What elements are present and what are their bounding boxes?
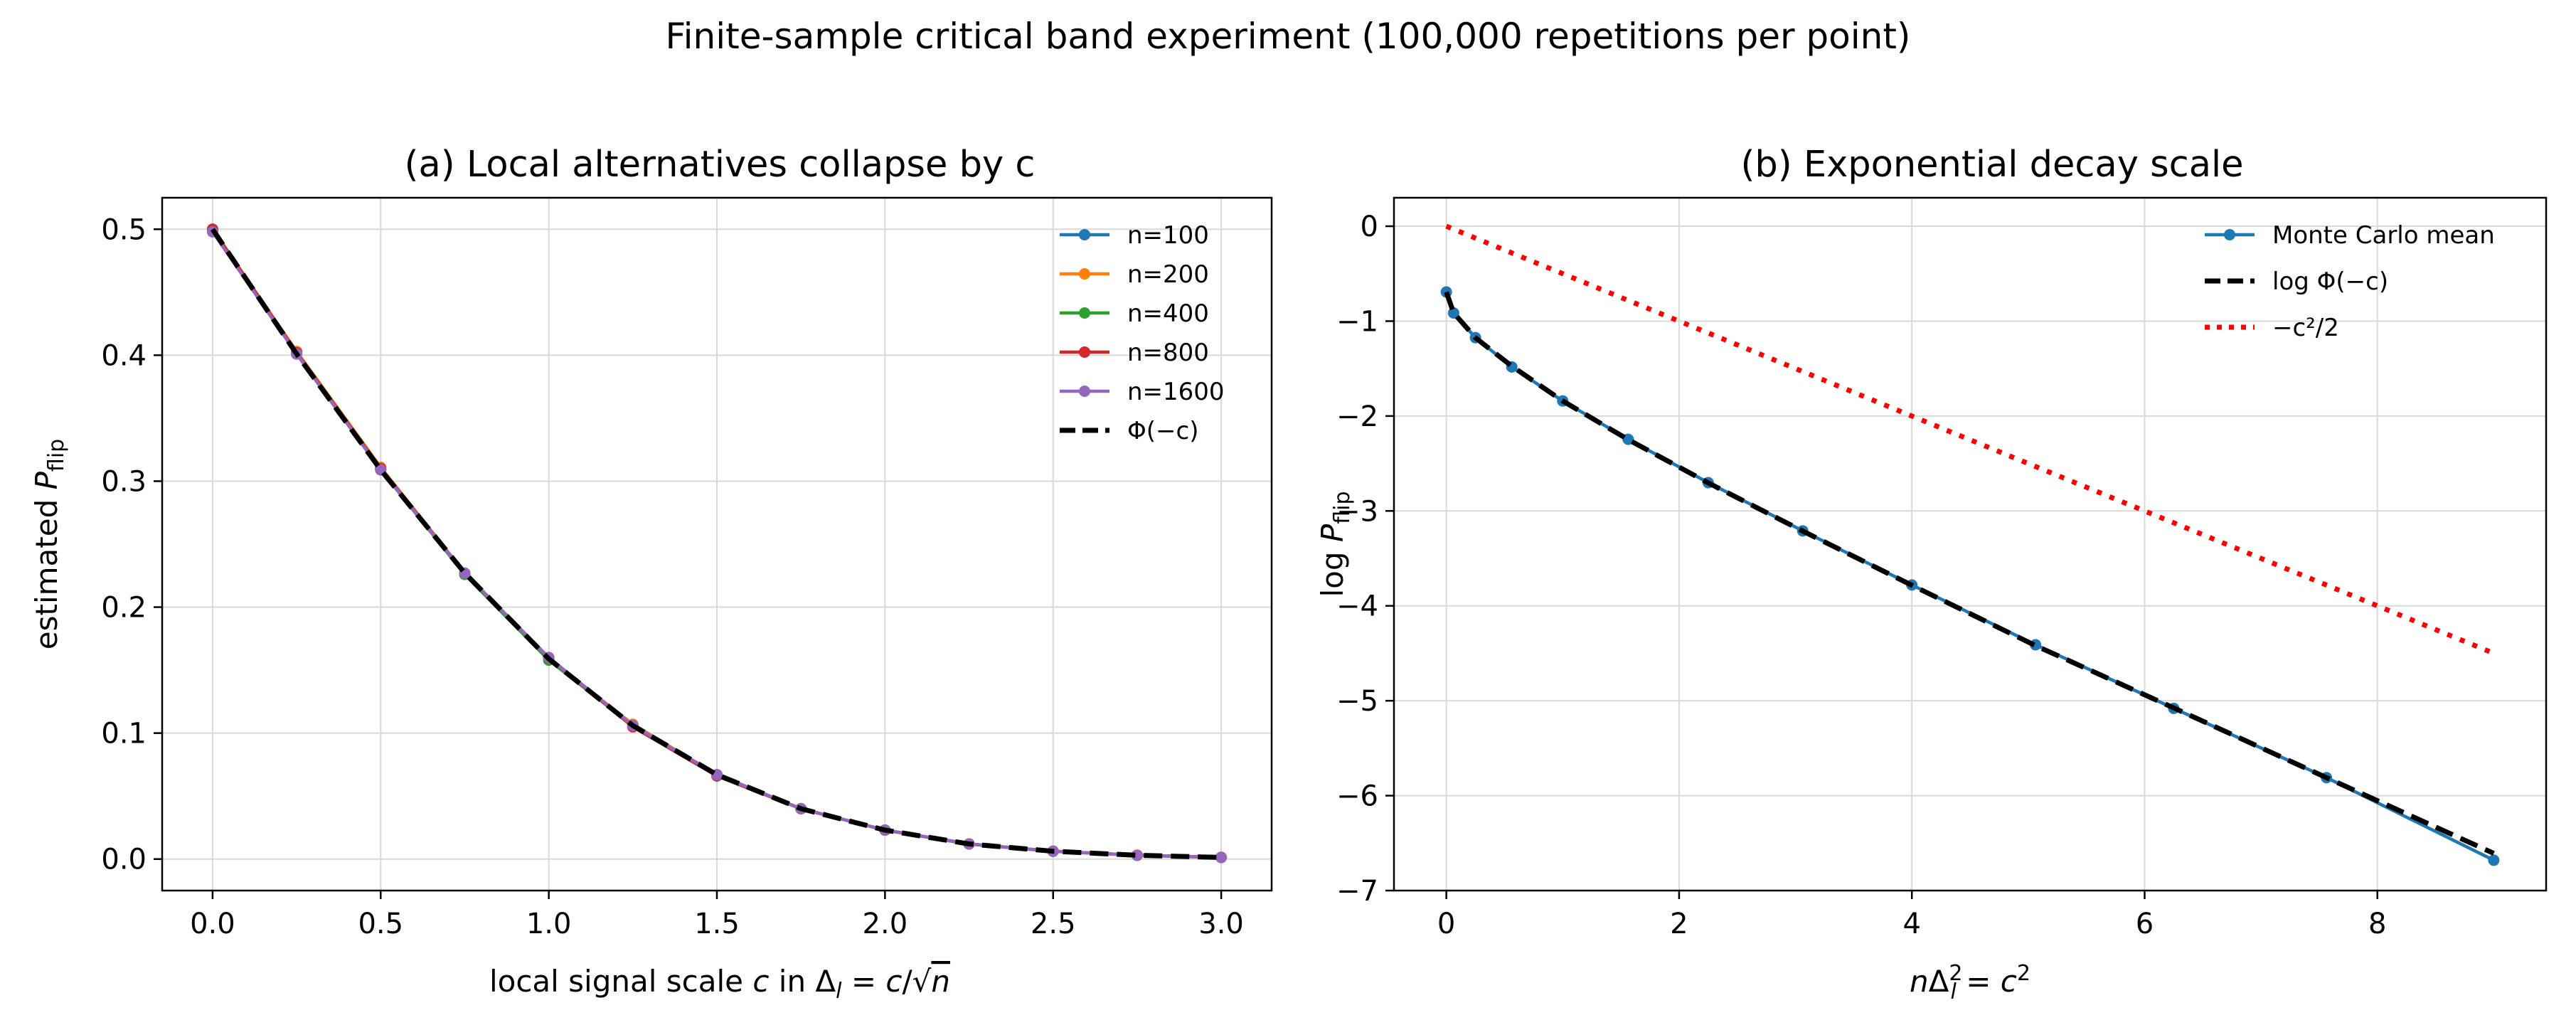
data-point <box>1215 851 1228 864</box>
panel-b-ylabel: log Pflip <box>1315 492 1355 598</box>
x-tick-label: 4 <box>1902 908 1920 940</box>
series-line-theory <box>210 228 1222 860</box>
y-tick-label: −3 <box>1336 495 1378 528</box>
y-tick-label: −7 <box>1336 875 1378 908</box>
data-point <box>1447 307 1459 319</box>
y-tick-label: 0.2 <box>101 592 147 625</box>
legend-marker <box>1079 268 1090 280</box>
panel-b-ticks: 0 2 4 6 8 0 −1 −2 −3 −4 −5 −6 −7 <box>1336 211 2386 940</box>
x-tick-label: 2.5 <box>1031 908 1076 940</box>
panel-b-xlabel: nΔ2 l = c2 <box>1910 961 2031 1004</box>
x-tick-label: 8 <box>2368 908 2386 940</box>
x-tick-label: 0.0 <box>190 908 235 940</box>
data-point <box>2488 854 2500 866</box>
series-line-theory <box>1444 291 2495 856</box>
legend-marker <box>1079 346 1090 358</box>
legend-label: Monte Carlo mean <box>2272 221 2495 250</box>
panel-a-grid <box>162 198 1272 891</box>
x-tick-label: 6 <box>2136 908 2154 940</box>
panel-b-legend: Monte Carlo mean log Φ(−c) −c²/2 <box>2205 221 2495 342</box>
panel-a-series <box>206 223 1228 864</box>
x-tick-label: 0.5 <box>358 908 403 940</box>
y-tick-label: 0.0 <box>101 844 147 876</box>
legend-marker <box>1079 386 1090 397</box>
legend-marker <box>2224 229 2235 240</box>
series-line-n100 <box>1444 291 2495 862</box>
y-tick-label: 0.3 <box>101 465 147 498</box>
y-tick-label: 0 <box>1361 211 1378 243</box>
x-tick-label: 1.5 <box>694 908 740 940</box>
legend-label: n=400 <box>1127 299 1209 328</box>
legend-label: Φ(−c) <box>1127 417 1198 445</box>
y-tick-label: 0.5 <box>101 213 147 246</box>
y-tick-label: −5 <box>1336 685 1378 718</box>
panel-a-local-alternatives: (a) Local alternatives collapse by c 0.0… <box>29 144 1273 1004</box>
data-point <box>1131 849 1143 861</box>
panel-a-ticks: 0.0 0.5 1.0 1.5 2.0 2.5 3.0 0.0 0.1 0.2 0.3 0.4 0.5 <box>101 213 1244 940</box>
legend-label: log Φ(−c) <box>2272 267 2388 296</box>
x-tick-label: 1.0 <box>526 908 572 940</box>
x-tick-label: 2 <box>1670 908 1688 940</box>
panel-b-exponential-decay: (b) Exponential decay scale 0 2 4 6 8 0 −1 −2 −3… <box>1315 144 2548 1004</box>
data-point <box>1622 433 1634 445</box>
y-tick-label: 0.1 <box>101 718 147 750</box>
panel-a-legend: n=100 n=200 n=400 n=800 n=1600 Φ(−c) <box>1060 221 1225 445</box>
legend-label: −c²/2 <box>2272 314 2339 342</box>
y-tick-label: −2 <box>1336 400 1378 433</box>
panel-b-title: (b) Exponential decay scale <box>1740 144 2243 186</box>
y-tick-label: 0.4 <box>101 339 147 372</box>
panel-a-xlabel: local signal scale c in Δl = c/√n <box>489 964 950 1004</box>
legend-marker <box>1079 229 1090 240</box>
legend-label: n=200 <box>1127 260 1209 289</box>
y-tick-label: −4 <box>1336 590 1378 623</box>
panel-b-frame <box>1393 196 2548 892</box>
x-tick-label: 3.0 <box>1198 908 1244 940</box>
legend-marker <box>1079 307 1090 319</box>
y-tick-label: −6 <box>1336 780 1378 813</box>
legend-label: n=1600 <box>1127 378 1225 406</box>
legend-label: n=800 <box>1127 339 1209 367</box>
panel-a-title: (a) Local alternatives collapse by c <box>405 144 1036 186</box>
x-tick-label: 0 <box>1437 908 1455 940</box>
y-tick-label: −1 <box>1336 305 1378 338</box>
figure-suptitle: Finite-sample critical band experiment (… <box>666 16 1911 57</box>
panel-a-ylabel: estimated Pflip <box>29 439 69 649</box>
legend-label: n=100 <box>1127 221 1209 250</box>
panel-b-grid <box>1394 198 2546 891</box>
panel-b-series <box>1440 223 2500 866</box>
x-tick-label: 2.0 <box>863 908 908 940</box>
series-line-reference <box>1445 223 2495 656</box>
